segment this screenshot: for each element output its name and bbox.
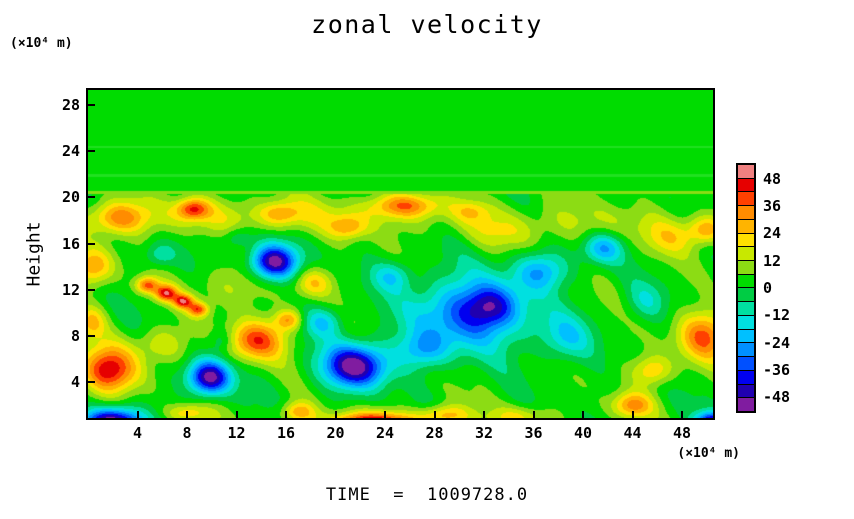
x-tick-label: 16 [276,424,296,442]
colorbar-patch [738,288,754,303]
x-tick-mark [681,411,684,418]
colorbar-tick-label: -36 [763,361,791,379]
y-tick-mark [88,381,95,384]
y-tick-mark [88,335,95,337]
x-tick-label: 12 [227,424,246,442]
x-tick-label: 44 [623,424,642,442]
y-tick-label: 4 [70,373,80,392]
colorbar-patch [738,357,754,371]
x-tick-label: 4 [132,424,143,442]
colorbar-patch [738,178,754,193]
x-tick-mark [334,411,337,418]
x-tick-label: 36 [524,424,543,442]
colorbar-patch [738,192,754,207]
x-tick-mark [384,411,387,418]
y-tick-label: 16 [61,234,80,253]
x-tick-mark [582,411,585,418]
x-tick-mark [136,411,139,418]
colorbar-tick-label: 12 [763,251,782,270]
time-annotation: TIME = 1009728.0 [325,485,529,505]
y-tick-mark [88,288,95,291]
x-tick-label: 32 [475,424,494,442]
x-tick-label: 48 [673,424,692,442]
y-axis-unit-label: (×10⁴ m) [10,36,73,51]
chart-title: zonal velocity [311,10,543,39]
y-tick-label: 12 [61,280,80,299]
colorbar-tick-label: 0 [763,279,773,297]
colorbar-patch [738,274,754,289]
colorbar-patch [738,329,754,344]
y-tick-label: 24 [61,142,80,161]
x-tick-label: 40 [574,424,593,442]
y-tick-label: 20 [61,188,80,207]
colorbar-tick-label: -24 [763,333,791,352]
colorbar-patch [738,302,754,316]
colorbar-patch [738,247,754,262]
x-tick-mark [631,411,634,418]
x-tick-mark [433,411,436,418]
plot-frame [86,88,715,420]
colorbar-patch [738,233,754,248]
x-tick-mark [186,411,188,418]
colorbar-patch [738,343,754,358]
y-tick-label: 28 [61,96,80,114]
x-tick-mark [235,411,238,418]
x-tick-mark [483,411,486,418]
y-tick-mark [88,242,95,245]
y-tick-mark [88,150,95,153]
heatmap-canvas [88,90,713,418]
colorbar-patch [738,370,754,385]
colorbar-tick-label: 24 [763,224,782,243]
colorbar-tick-label: -12 [763,306,791,325]
x-tick-mark [285,411,288,418]
x-axis-unit-label: (×10⁴ m) [677,446,740,461]
colorbar-patch [738,315,754,330]
colorbar-tick-label: 48 [763,169,782,188]
colorbar-patch [738,219,754,234]
colorbar-patch [738,398,754,411]
colorbar-tick-label: 36 [763,197,782,215]
y-tick-mark [88,104,95,106]
x-tick-label: 20 [326,424,345,442]
x-tick-mark [532,411,535,418]
x-tick-label: 8 [182,424,192,442]
colorbar-patch [738,261,754,275]
colorbar-tick-label: -48 [763,388,791,407]
x-tick-label: 24 [375,424,395,442]
colorbar [736,163,756,413]
colorbar-patch [738,384,754,399]
colorbar-patch [738,165,754,179]
x-tick-label: 28 [425,424,444,442]
y-axis-label: Height [23,221,45,287]
colorbar-patch [738,206,754,220]
y-tick-label: 8 [70,327,80,345]
y-tick-mark [88,196,95,199]
